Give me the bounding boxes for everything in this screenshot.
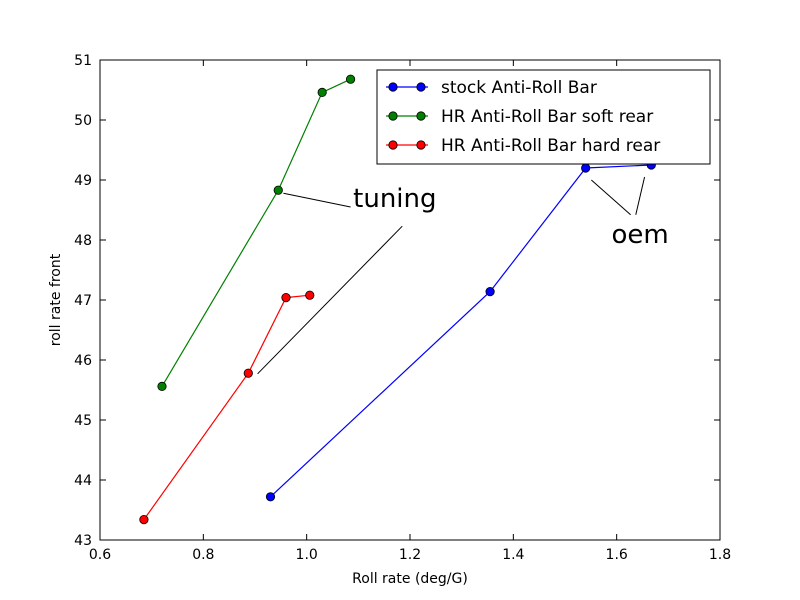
- x-tick-label: 0.8: [192, 547, 214, 563]
- y-tick-label: 47: [74, 293, 92, 309]
- y-axis-title: roll rate front: [48, 253, 64, 346]
- data-point: [265, 492, 276, 502]
- series-0: [265, 160, 656, 502]
- x-tick-label: 1.0: [296, 547, 318, 563]
- legend-marker: [388, 111, 398, 121]
- annotation-line: [591, 179, 631, 216]
- data-point: [485, 286, 495, 297]
- x-tick-label: 1.8: [709, 547, 731, 563]
- annotation-text: tuning: [353, 184, 436, 214]
- x-tick-label: 0.6: [89, 547, 111, 563]
- legend: stock Anti-Roll Bar HR Anti-Roll Bar soft…: [376, 69, 711, 165]
- annotations: tuning oem: [257, 176, 669, 375]
- y-tick-label: 50: [74, 113, 92, 129]
- y-tick-label: 49: [74, 173, 92, 189]
- data-point: [345, 74, 356, 84]
- series-1: [157, 74, 356, 391]
- annotation-line: [283, 192, 351, 208]
- legend-marker: [388, 140, 398, 150]
- legend-marker: [416, 140, 426, 150]
- y-tick-label: 51: [74, 53, 92, 69]
- x-axis-ticks: 0.6 0.8 1.0 1.2 1.4 1.6 1.8: [89, 60, 731, 563]
- data-point: [243, 368, 253, 378]
- x-tick-label: 1.6: [606, 547, 628, 563]
- series-line: [161, 78, 351, 387]
- data-point: [281, 292, 291, 303]
- data-point: [273, 185, 283, 195]
- annotation-line: [635, 176, 646, 215]
- legend-marker: [416, 82, 426, 92]
- x-tick-label: 1.4: [502, 547, 524, 563]
- data-point: [317, 87, 327, 98]
- data-point: [581, 163, 591, 173]
- data-point: [305, 290, 315, 300]
- y-tick-label: 46: [74, 353, 92, 369]
- legend-marker: [416, 111, 426, 121]
- data-point: [157, 381, 167, 391]
- x-tick-label: 1.2: [399, 547, 421, 563]
- x-axis-title: Roll rate (deg/G): [352, 571, 468, 587]
- series-2: [139, 290, 315, 525]
- legend-label: HR Anti-Roll Bar soft rear: [441, 107, 653, 127]
- legend-box: [376, 69, 711, 165]
- series-layer: [139, 74, 656, 525]
- y-tick-label: 45: [74, 413, 92, 429]
- legend-label: HR Anti-Roll Bar hard rear: [441, 136, 660, 156]
- legend-label: stock Anti-Roll Bar: [441, 78, 597, 98]
- y-tick-label: 48: [74, 233, 92, 249]
- legend-marker: [388, 82, 398, 92]
- y-axis-ticks: 43 44 45 46 47 48 49 50 51: [74, 53, 720, 549]
- data-point: [139, 514, 149, 525]
- series-line: [143, 294, 310, 520]
- series-line: [270, 164, 652, 498]
- y-tick-label: 43: [74, 533, 92, 549]
- annotation-text: oem: [612, 220, 669, 250]
- annotation-line: [257, 225, 403, 375]
- y-tick-label: 44: [74, 473, 92, 489]
